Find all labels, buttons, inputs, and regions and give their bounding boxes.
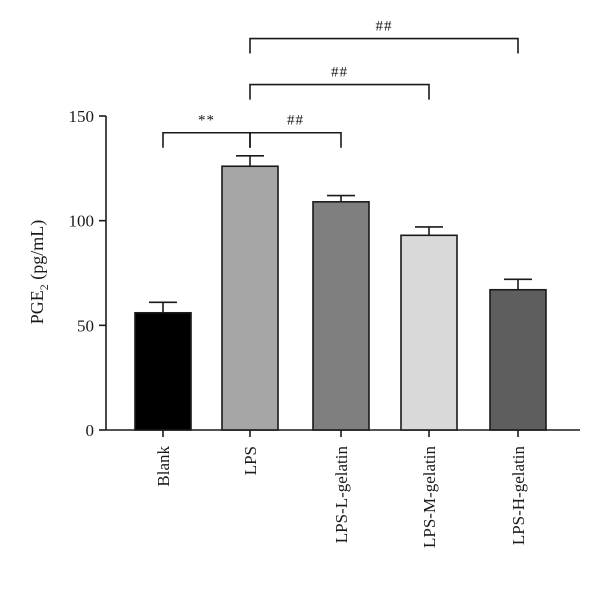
bar — [489, 288, 547, 431]
bar — [221, 165, 279, 431]
category-label: LPS — [241, 446, 260, 475]
significance-label: ## — [287, 113, 304, 129]
y-tick-label: 150 — [69, 107, 95, 126]
significance-bracket — [249, 131, 342, 148]
significance-label: ## — [376, 19, 393, 35]
y-axis-title: PGE2 (pg/mL) — [27, 220, 51, 325]
significance-brackets: ** ## ## ## — [162, 19, 519, 148]
significance-bracket — [249, 37, 519, 54]
category-label: LPS-L-gelatin — [332, 446, 351, 544]
significance-label: ## — [331, 65, 348, 81]
bar — [134, 311, 192, 431]
category-labels: Blank LPS LPS-L-gelatin LPS-M-gelatin LPS-H-… — [154, 446, 528, 548]
category-label: LPS-H-gelatin — [509, 446, 528, 546]
bars — [134, 165, 547, 431]
y-tick-label: 50 — [77, 316, 94, 335]
y-axis-title-subscript: 2 — [37, 284, 51, 290]
significance-label: ** — [198, 113, 215, 129]
y-axis-title-unit: (pg/mL) — [27, 220, 48, 285]
y-axis-title-main: PGE — [27, 290, 47, 324]
category-label: LPS-M-gelatin — [420, 446, 439, 548]
category-label: Blank — [154, 446, 173, 487]
bar — [312, 201, 370, 431]
bar — [400, 234, 458, 431]
significance-bracket — [162, 131, 251, 148]
y-tick-label: 0 — [86, 421, 95, 440]
significance-bracket — [249, 83, 430, 100]
error-bars — [149, 154, 532, 313]
y-tick-label: 100 — [69, 212, 95, 231]
